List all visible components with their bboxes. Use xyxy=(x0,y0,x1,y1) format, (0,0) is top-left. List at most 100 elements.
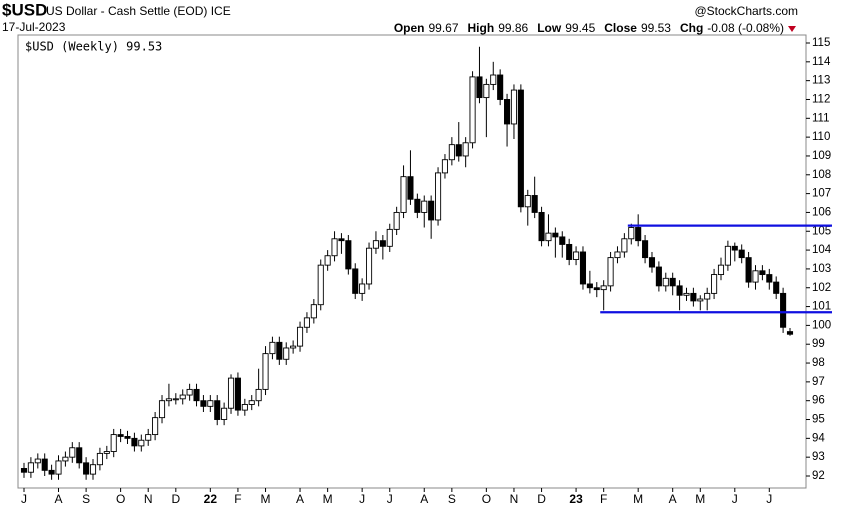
candle-body xyxy=(462,142,469,157)
candle-body xyxy=(490,74,497,85)
x-tick-label: M xyxy=(261,492,271,506)
candle-body xyxy=(759,270,766,276)
header-value: 99.86 xyxy=(498,21,528,35)
candle-body xyxy=(455,144,462,157)
source: @StockCharts.com xyxy=(694,4,798,18)
header-label: Low xyxy=(537,21,562,35)
plot-layer: 92 93 94 95 96 97 98 99 100 101 102 103 104 105 106 107… xyxy=(20,37,832,506)
candle-body xyxy=(165,398,172,402)
candle-body xyxy=(221,407,228,420)
x-tick-label: S xyxy=(82,492,90,506)
candle-body xyxy=(400,176,407,213)
x-tick-label: J xyxy=(387,492,393,506)
candle-body xyxy=(145,434,152,441)
candle-body xyxy=(614,251,621,259)
x-tick-label: J xyxy=(359,492,365,506)
candle-body xyxy=(359,283,366,294)
candle-body xyxy=(531,195,538,213)
candle-body xyxy=(586,283,593,289)
candle-body xyxy=(517,89,524,208)
candle-body xyxy=(262,353,269,390)
x-tick-label: M xyxy=(323,492,333,506)
candle-body xyxy=(290,345,297,349)
candle-body xyxy=(296,326,304,347)
y-tick-label: 109 xyxy=(812,150,831,162)
candle-body xyxy=(372,240,379,249)
candle-body xyxy=(717,264,725,276)
candle-body xyxy=(780,292,787,328)
candle-body xyxy=(497,74,504,100)
candle-body xyxy=(607,257,614,287)
candle-body xyxy=(234,377,241,411)
x-tick-label: O xyxy=(116,492,125,506)
candle-body xyxy=(628,227,635,240)
candle-body xyxy=(207,400,214,407)
candle-body xyxy=(62,456,69,462)
header-value: -0.08 (-0.08%) xyxy=(707,21,784,35)
candle-body xyxy=(697,298,704,302)
x-tick-label: A xyxy=(669,492,677,506)
candle-body xyxy=(172,398,179,401)
candle-body xyxy=(103,451,110,454)
candle-body xyxy=(331,238,338,257)
candle-body xyxy=(773,281,780,294)
candle-body xyxy=(186,388,193,396)
candle-body xyxy=(428,200,435,221)
x-tick-label: 23 xyxy=(569,492,583,506)
candle-body xyxy=(593,287,600,291)
candle-body xyxy=(476,76,483,99)
x-tick-label: J xyxy=(732,492,738,506)
header-value: 99.53 xyxy=(641,21,671,35)
candle-body xyxy=(441,159,449,174)
candle-body xyxy=(545,232,552,242)
candle-body xyxy=(193,388,200,402)
candle-body xyxy=(76,447,83,464)
y-tick-label: 96 xyxy=(812,395,825,407)
candle-body xyxy=(579,251,587,285)
y-tick-label: 104 xyxy=(812,244,832,256)
candle-body xyxy=(683,292,690,296)
y-tick-label: 103 xyxy=(812,263,831,275)
y-tick-label: 106 xyxy=(812,206,831,218)
x-tick-label: M xyxy=(695,492,705,506)
date: 17-Jul-2023 xyxy=(2,20,66,34)
candle-body xyxy=(566,243,573,260)
x-tick-label: D xyxy=(171,492,180,506)
candle-body xyxy=(407,176,414,200)
candle-body xyxy=(117,434,124,437)
candle-body xyxy=(704,292,711,300)
candle-body xyxy=(124,436,131,439)
candle-body xyxy=(365,247,373,285)
candle-body xyxy=(435,172,442,221)
candle-body xyxy=(89,464,97,475)
y-tick-label: 114 xyxy=(812,56,831,68)
x-tick-label: A xyxy=(420,492,428,506)
candle-body xyxy=(538,211,545,242)
candle-body xyxy=(662,277,669,287)
y-tick-label: 110 xyxy=(812,131,830,143)
candle-body xyxy=(34,458,41,464)
y-tick-label: 108 xyxy=(812,169,831,181)
y-tick-label: 105 xyxy=(812,225,831,237)
x-tick-label: A xyxy=(54,492,62,506)
candle-body xyxy=(131,437,138,447)
candle-body xyxy=(158,400,166,419)
y-tick-label: 102 xyxy=(812,282,831,294)
y-tick-label: 98 xyxy=(812,357,825,369)
candle-body xyxy=(621,238,628,253)
candle-body xyxy=(711,274,718,294)
candle-body xyxy=(48,469,55,475)
candle-body xyxy=(138,439,145,447)
x-tick-label: S xyxy=(448,492,456,506)
candle-body xyxy=(524,195,531,208)
candle-body xyxy=(510,89,518,125)
candle-body xyxy=(96,452,103,466)
x-tick-label: N xyxy=(510,492,519,506)
y-tick-label: 99 xyxy=(812,338,825,350)
candle-body xyxy=(648,257,656,268)
x-tick-label: F xyxy=(234,492,241,506)
candle-body xyxy=(152,417,159,436)
x-tick-label: M xyxy=(633,492,643,506)
